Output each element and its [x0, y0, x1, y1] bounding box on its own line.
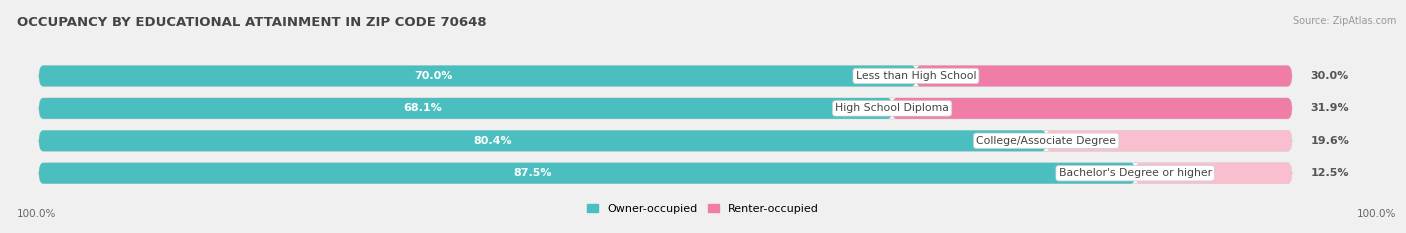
Text: 30.0%: 30.0% [1310, 71, 1348, 81]
Text: 12.5%: 12.5% [1310, 168, 1348, 178]
FancyBboxPatch shape [39, 98, 893, 119]
FancyBboxPatch shape [39, 98, 1292, 119]
FancyBboxPatch shape [39, 163, 1292, 184]
FancyBboxPatch shape [1046, 130, 1292, 151]
Text: 87.5%: 87.5% [513, 168, 551, 178]
Text: 80.4%: 80.4% [472, 136, 512, 146]
Text: OCCUPANCY BY EDUCATIONAL ATTAINMENT IN ZIP CODE 70648: OCCUPANCY BY EDUCATIONAL ATTAINMENT IN Z… [17, 16, 486, 29]
FancyBboxPatch shape [891, 98, 1292, 119]
Text: High School Diploma: High School Diploma [835, 103, 949, 113]
FancyBboxPatch shape [915, 65, 1292, 86]
Text: 19.6%: 19.6% [1310, 136, 1350, 146]
FancyBboxPatch shape [39, 65, 917, 86]
FancyBboxPatch shape [1135, 163, 1292, 184]
Text: 31.9%: 31.9% [1310, 103, 1350, 113]
Text: 100.0%: 100.0% [1357, 209, 1396, 219]
Text: 70.0%: 70.0% [415, 71, 453, 81]
Text: College/Associate Degree: College/Associate Degree [976, 136, 1116, 146]
Text: Source: ZipAtlas.com: Source: ZipAtlas.com [1292, 16, 1396, 26]
Legend: Owner-occupied, Renter-occupied: Owner-occupied, Renter-occupied [582, 199, 824, 218]
FancyBboxPatch shape [39, 130, 1292, 151]
FancyBboxPatch shape [39, 130, 1046, 151]
FancyBboxPatch shape [39, 65, 1292, 86]
Text: Less than High School: Less than High School [856, 71, 976, 81]
FancyBboxPatch shape [39, 163, 1135, 184]
Text: Bachelor's Degree or higher: Bachelor's Degree or higher [1059, 168, 1212, 178]
Text: 68.1%: 68.1% [404, 103, 443, 113]
Text: 100.0%: 100.0% [17, 209, 56, 219]
